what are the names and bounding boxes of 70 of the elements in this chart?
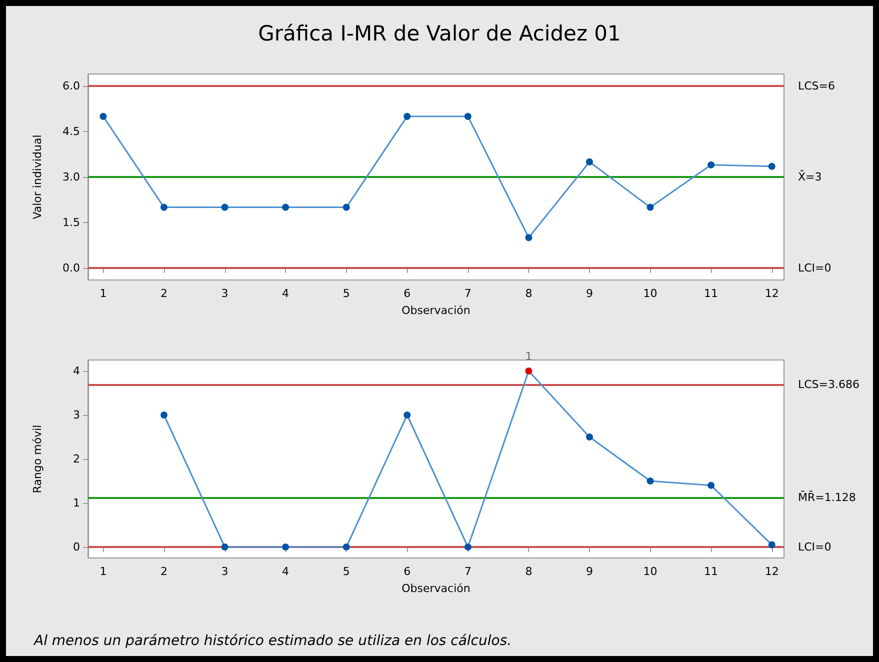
point (464, 544, 472, 550)
y-axis-title: Rango móvil (31, 424, 44, 494)
point (708, 161, 715, 168)
ref-line-label: LCI=0 (798, 261, 832, 274)
x-tick-label: 9 (586, 287, 593, 300)
point (768, 541, 776, 548)
point (282, 204, 290, 211)
x-tick-label: 11 (704, 565, 718, 578)
point (404, 412, 411, 418)
ref-line-label: M̄R̄=1.128 (798, 490, 856, 504)
point (221, 544, 228, 550)
chart-title: Gráfica I-MR de Valor de Acidez 01 (258, 22, 621, 46)
point (221, 204, 228, 211)
y-tick-label: 3.0 (62, 170, 80, 184)
x-tick-label: 11 (704, 287, 718, 300)
x-tick-label: 5 (342, 287, 350, 300)
y-tick-label: 4.5 (62, 125, 80, 138)
point (160, 204, 168, 211)
ref-line-label: LCS=6 (798, 80, 836, 93)
x-tick-label: 3 (221, 565, 228, 578)
y-tick-label: 6.0 (62, 80, 80, 93)
x-tick-label: 4 (282, 287, 290, 300)
x-tick-label: 12 (764, 287, 779, 300)
x-tick-label: 4 (282, 565, 290, 578)
point (404, 112, 411, 120)
text: Al menos un parámetro histórico estimado se utiliza en los cálculos. (33, 633, 512, 649)
point (342, 544, 350, 550)
point (768, 162, 776, 170)
point (100, 112, 107, 120)
ref-line-label: LCS=3.686 (798, 378, 860, 392)
x-tick-label: 1 (100, 287, 107, 300)
x-axis-title: Observación (402, 304, 470, 317)
point (342, 204, 350, 211)
x-tick-label: 8 (525, 287, 532, 300)
point (525, 368, 532, 374)
ref-line-label: LCI=0 (798, 540, 832, 554)
point (525, 234, 532, 242)
x-tick-label: 10 (643, 287, 658, 300)
point (708, 482, 715, 489)
y-tick-label: 3 (73, 408, 80, 422)
y-tick-label: 0 (73, 540, 80, 554)
point (282, 544, 290, 550)
x-tick-label: 3 (221, 287, 228, 300)
x-tick-label: 6 (404, 287, 411, 300)
y-tick-label: 1.5 (62, 216, 80, 229)
y-tick-label: 2 (73, 452, 80, 466)
annotation: 1 (525, 350, 532, 363)
point (646, 478, 654, 484)
x-tick-label: 8 (525, 565, 532, 578)
x-tick-label: 12 (764, 565, 779, 578)
point (160, 412, 168, 418)
point (586, 434, 593, 440)
y-tick-label: 0.0 (62, 261, 80, 274)
x-tick-label: 5 (342, 565, 350, 578)
point (464, 112, 472, 120)
x-tick-label: 6 (404, 565, 411, 578)
ref-line-label: X̄=3 (798, 169, 822, 184)
x-axis-title: Observación (402, 582, 470, 595)
x-tick-label: 9 (586, 565, 593, 578)
y-tick-label: 4 (73, 364, 80, 378)
x-tick-label: 7 (464, 287, 472, 300)
y-axis-title: Valor individual (31, 134, 44, 220)
y-tick-label: 1 (73, 496, 80, 510)
x-tick-label: 7 (464, 565, 472, 578)
point (586, 158, 593, 166)
x-tick-label: 2 (160, 287, 168, 300)
x-tick-label: 10 (643, 565, 658, 578)
x-tick-label: 1 (100, 565, 107, 578)
x-tick-label: 2 (160, 565, 168, 578)
point (646, 204, 654, 211)
